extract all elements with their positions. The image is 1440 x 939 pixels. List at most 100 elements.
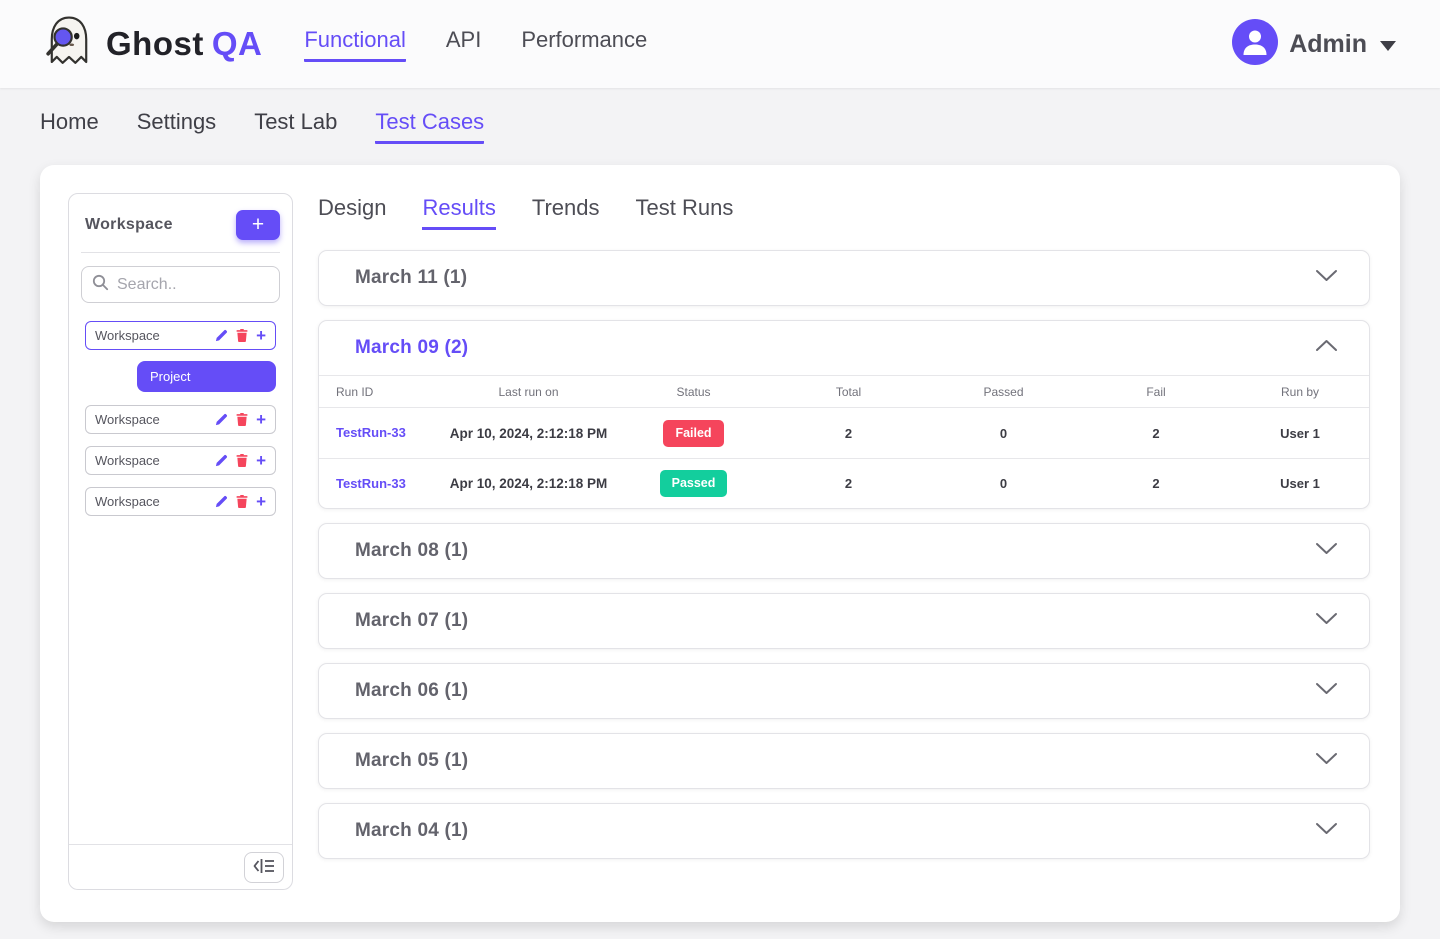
col-last-run-on: Last run on	[441, 385, 616, 399]
col-run-id: Run ID	[319, 385, 441, 399]
edit-icon[interactable]	[215, 413, 228, 426]
workspace-item[interactable]: Workspace +	[85, 446, 276, 475]
delete-icon[interactable]	[236, 413, 248, 426]
workspace-sidebar: Workspace + Workspace + Proje	[68, 193, 293, 890]
tab-design[interactable]: Design	[318, 195, 386, 230]
chevron-down-icon[interactable]	[1315, 822, 1338, 840]
workspace-tree: Workspace + Project Workspace + Workspac…	[69, 303, 292, 528]
nav-api[interactable]: API	[446, 27, 481, 62]
add-project-icon[interactable]: +	[256, 327, 266, 344]
nav-functional[interactable]: Functional	[304, 27, 406, 62]
content-tabs: Design Results Trends Test Runs	[318, 195, 1370, 230]
chevron-up-icon[interactable]	[1315, 339, 1338, 357]
workspace-item[interactable]: Workspace +	[85, 405, 276, 434]
col-status: Status	[616, 385, 771, 399]
accordion-title: March 07 (1)	[355, 610, 468, 632]
sidebar-footer	[69, 844, 292, 889]
fail-cell: 2	[1081, 426, 1231, 441]
accordion-march-09: March 09 (2) Run ID Last run on Status T…	[318, 320, 1370, 509]
run-id-link[interactable]: TestRun-33	[336, 476, 406, 491]
run-id-link[interactable]: TestRun-33	[336, 425, 406, 440]
status-badge: Failed	[663, 420, 723, 447]
chevron-down-icon[interactable]	[1315, 752, 1338, 770]
tab-trends[interactable]: Trends	[532, 195, 600, 230]
chevron-down-icon[interactable]	[1315, 269, 1338, 287]
chevron-down-icon[interactable]	[1315, 612, 1338, 630]
add-workspace-button[interactable]: +	[236, 210, 280, 240]
delete-icon[interactable]	[236, 495, 248, 508]
run-by-cell: User 1	[1231, 476, 1369, 491]
accordion-title: March 08 (1)	[355, 540, 468, 562]
accordion-title: March 04 (1)	[355, 820, 468, 842]
accordion-header[interactable]: March 07 (1)	[319, 594, 1369, 648]
search-input[interactable]	[117, 276, 269, 294]
edit-icon[interactable]	[215, 454, 228, 467]
user-avatar-icon	[1232, 19, 1278, 70]
col-fail: Fail	[1081, 385, 1231, 399]
workspace-item-label: Workspace	[95, 412, 160, 427]
chevron-down-icon	[1380, 41, 1396, 51]
sidebar-header: Workspace +	[69, 194, 292, 252]
user-name: Admin	[1289, 30, 1367, 59]
subnav-home[interactable]: Home	[40, 109, 99, 144]
accordion-march-07: March 07 (1)	[318, 593, 1370, 649]
add-project-icon[interactable]: +	[256, 452, 266, 469]
primary-nav: Functional API Performance	[304, 27, 647, 62]
total-cell: 2	[771, 426, 926, 441]
col-passed: Passed	[926, 385, 1081, 399]
workspace-item-label: Workspace	[95, 328, 160, 343]
tab-results[interactable]: Results	[422, 195, 495, 230]
collapse-sidebar-button[interactable]	[244, 852, 284, 883]
search-icon	[92, 274, 109, 296]
delete-icon[interactable]	[236, 329, 248, 342]
top-header: Ghost QA Functional API Performance Admi…	[0, 0, 1440, 88]
workspace-item[interactable]: Workspace +	[85, 487, 276, 516]
accordion-header[interactable]: March 09 (2)	[319, 321, 1369, 375]
col-run-by: Run by	[1231, 385, 1369, 399]
tab-test-runs[interactable]: Test Runs	[636, 195, 734, 230]
sidebar-title: Workspace	[85, 216, 173, 234]
brand-suffix: QA	[212, 25, 263, 63]
accordion-header[interactable]: March 11 (1)	[319, 251, 1369, 305]
accordion-title: March 06 (1)	[355, 680, 468, 702]
delete-icon[interactable]	[236, 454, 248, 467]
main-panel: Workspace + Workspace + Proje	[40, 165, 1400, 922]
table-row: TestRun-33 Apr 10, 2024, 2:12:18 PM Fail…	[319, 408, 1369, 458]
nav-performance[interactable]: Performance	[521, 27, 647, 62]
project-button[interactable]: Project	[137, 361, 276, 392]
accordion-march-11: March 11 (1)	[318, 250, 1370, 306]
add-project-icon[interactable]: +	[256, 493, 266, 510]
subnav-test-cases[interactable]: Test Cases	[375, 109, 484, 144]
user-menu[interactable]: Admin	[1232, 19, 1396, 70]
accordion-header[interactable]: March 08 (1)	[319, 524, 1369, 578]
status-badge: Passed	[660, 470, 728, 497]
workspace-item[interactable]: Workspace +	[85, 321, 276, 350]
collapse-sidebar-icon	[253, 857, 275, 878]
accordion-header[interactable]: March 05 (1)	[319, 734, 1369, 788]
secondary-nav: Home Settings Test Lab Test Cases	[0, 88, 1440, 165]
subnav-settings[interactable]: Settings	[137, 109, 217, 144]
run-by-cell: User 1	[1231, 426, 1369, 441]
chevron-down-icon[interactable]	[1315, 682, 1338, 700]
accordion-march-05: March 05 (1)	[318, 733, 1370, 789]
ghost-logo-icon	[40, 13, 98, 76]
workspace-item-label: Workspace	[95, 494, 160, 509]
accordion-title: March 11 (1)	[355, 267, 467, 289]
subnav-test-lab[interactable]: Test Lab	[254, 109, 337, 144]
fail-cell: 2	[1081, 476, 1231, 491]
accordion-title: March 09 (2)	[355, 337, 468, 359]
passed-cell: 0	[926, 476, 1081, 491]
accordion-header[interactable]: March 06 (1)	[319, 664, 1369, 718]
accordion-march-04: March 04 (1)	[318, 803, 1370, 859]
accordion-title: March 05 (1)	[355, 750, 468, 772]
workspace-search	[81, 266, 280, 303]
last-run-cell: Apr 10, 2024, 2:12:18 PM	[441, 426, 616, 441]
edit-icon[interactable]	[215, 329, 228, 342]
add-project-icon[interactable]: +	[256, 411, 266, 428]
accordion-header[interactable]: March 04 (1)	[319, 804, 1369, 858]
edit-icon[interactable]	[215, 495, 228, 508]
divider	[81, 252, 280, 253]
col-total: Total	[771, 385, 926, 399]
chevron-down-icon[interactable]	[1315, 542, 1338, 560]
results-table-header: Run ID Last run on Status Total Passed F…	[319, 375, 1369, 408]
